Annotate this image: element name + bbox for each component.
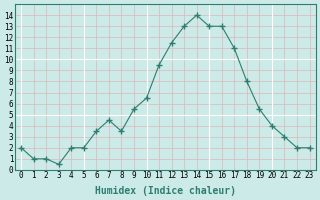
- X-axis label: Humidex (Indice chaleur): Humidex (Indice chaleur): [95, 186, 236, 196]
